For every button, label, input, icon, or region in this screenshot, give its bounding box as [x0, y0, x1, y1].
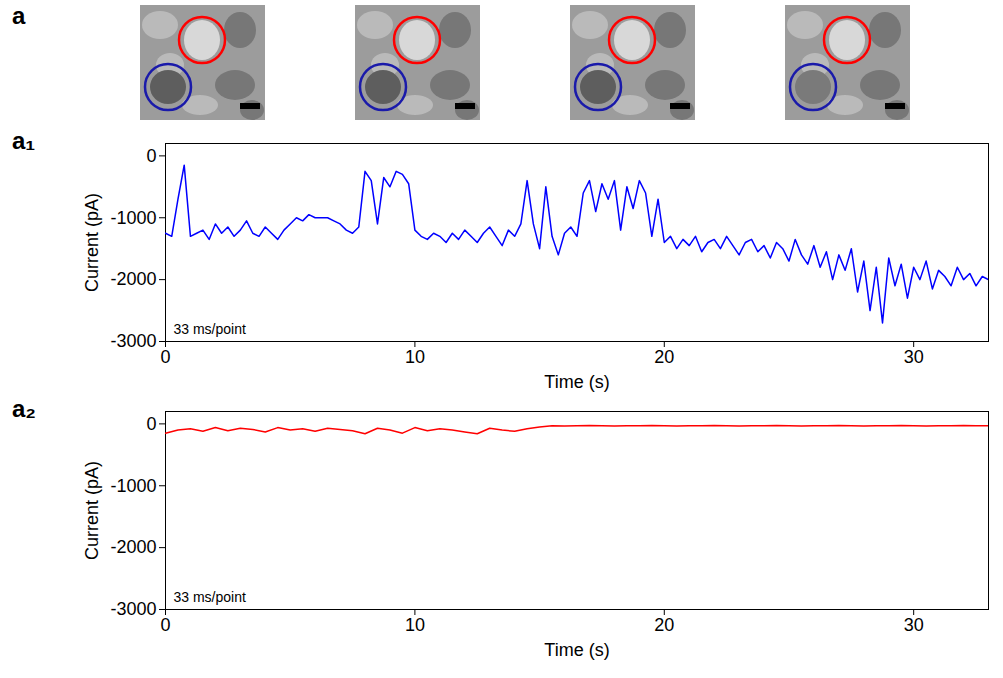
svg-text:33 ms/point: 33 ms/point: [174, 321, 246, 337]
svg-text:20: 20: [654, 347, 674, 367]
html-text:a₁: a₁: [12, 127, 36, 154]
svg-text:20: 20: [654, 615, 674, 635]
html-text:a₂: a₂: [12, 395, 36, 422]
svg-text:10: 10: [405, 347, 425, 367]
svg-text:10: 10: [405, 615, 425, 635]
svg-text:0: 0: [160, 615, 170, 635]
svg-text:30: 30: [904, 347, 924, 367]
svg-text:0: 0: [146, 146, 156, 166]
svg-text:30: 30: [904, 615, 924, 635]
svg-text:-1000: -1000: [110, 208, 156, 228]
svg-text:Time (s): Time (s): [544, 372, 609, 392]
svg-text:Current (pA): Current (pA): [82, 193, 102, 292]
svg-text:33 ms/point: 33 ms/point: [174, 589, 246, 605]
svg-text:0: 0: [146, 414, 156, 434]
svg-text:-3000: -3000: [110, 331, 156, 351]
svg-text:-2000: -2000: [110, 269, 156, 289]
svg-text:-2000: -2000: [110, 537, 156, 557]
svg-text:-3000: -3000: [110, 599, 156, 619]
svg-text:-1000: -1000: [110, 476, 156, 496]
html-text:a: a: [12, 2, 26, 29]
svg-text:Current (pA): Current (pA): [82, 461, 102, 560]
svg-text:Time (s): Time (s): [544, 640, 609, 660]
svg-text:0: 0: [160, 347, 170, 367]
